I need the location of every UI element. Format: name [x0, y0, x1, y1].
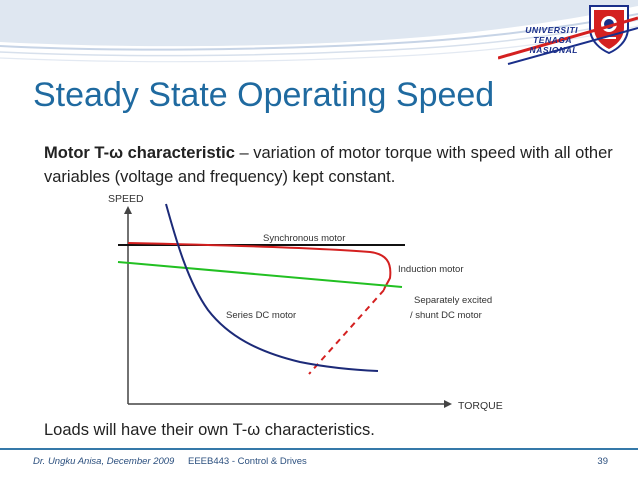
footer-divider — [0, 448, 638, 450]
label-separately-excited-1: Separately excited — [414, 295, 492, 306]
x-axis-label: TORQUE — [458, 400, 503, 412]
page-number: 39 — [597, 456, 608, 467]
label-series-dc-motor: Series DC motor — [226, 310, 296, 321]
x-axis-arrow-icon — [444, 400, 452, 408]
series-induction-motor-dashed — [308, 289, 385, 375]
y-axis-label: SPEED — [108, 193, 144, 205]
footer-course: EEEB443 - Control & Drives — [188, 456, 307, 467]
y-axis-arrow-icon — [124, 206, 132, 214]
footer-author: Dr. Ungku Anisa, December 2009 — [33, 456, 175, 467]
series-induction-motor — [127, 242, 392, 291]
loads-note: Loads will have their own T-ω characteri… — [44, 421, 375, 439]
label-synchronous-motor: Synchronous motor — [263, 233, 345, 244]
intro-paragraph: Motor T-ω characteristic – variation of … — [44, 141, 624, 189]
label-separately-excited-2: / shunt DC motor — [410, 310, 482, 321]
logo-text: UNIVERSITI TENAGA NASIONAL — [506, 25, 578, 55]
series-series-dc-motor — [165, 203, 379, 372]
logo-stripes-icon — [498, 16, 638, 65]
logo-emblem-icon — [589, 5, 629, 54]
intro-text: – variation of motor torque with speed w… — [44, 144, 613, 186]
intro-bold-term: Motor T-ω characteristic — [44, 144, 235, 162]
logo-line-1: UNIVERSITI — [525, 25, 578, 35]
series-separately-excited-dc — [117, 261, 403, 288]
logo-line-2: TENAGA — [533, 35, 572, 45]
page-title: Steady State Operating Speed — [33, 76, 495, 114]
logo-line-3: NASIONAL — [529, 45, 578, 55]
label-induction-motor: Induction motor — [398, 264, 463, 275]
